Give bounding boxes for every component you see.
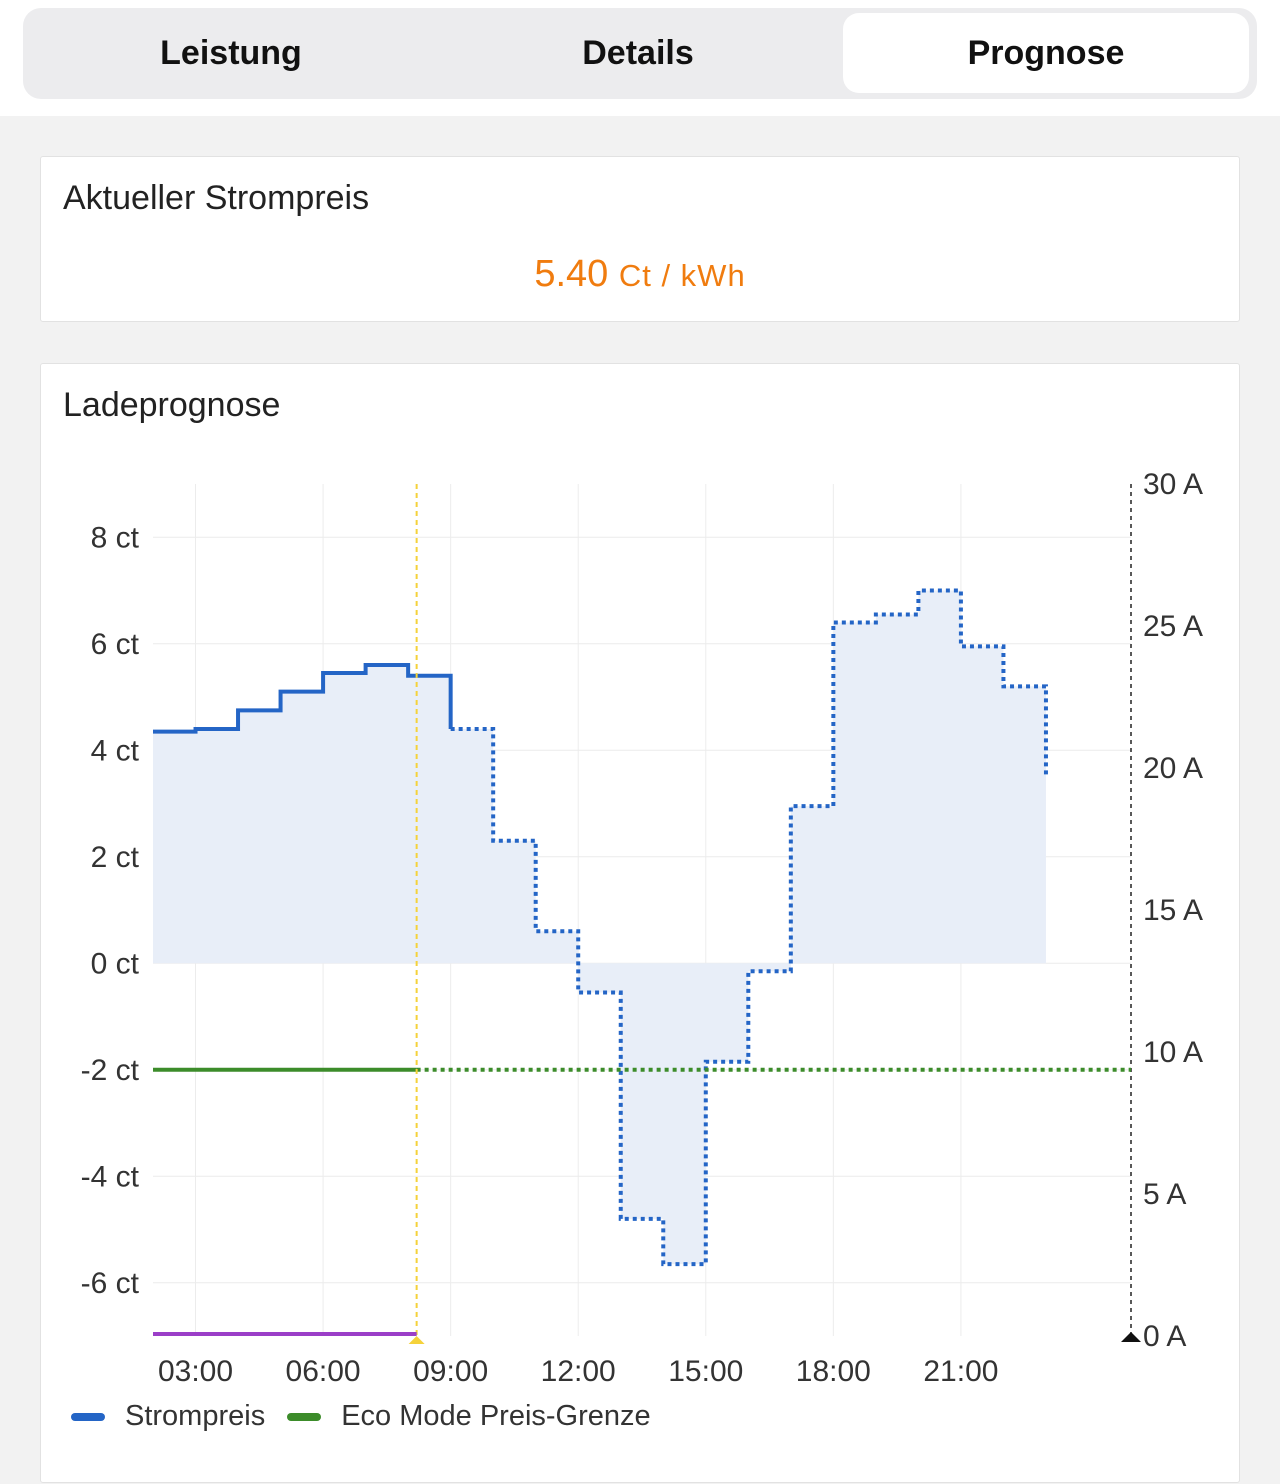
tab-prognose[interactable]: Prognose — [843, 13, 1249, 93]
forecast-chart: 03:00 06:00 09:00 12:00 15:00 18:00 21:00 8 ct 6… — [81, 468, 1203, 1388]
x-tick-label: 21:00 — [923, 1355, 998, 1388]
now-marker-triangle — [408, 1336, 425, 1344]
y-tick-label: -2 ct — [81, 1054, 140, 1087]
legend-label-strompreis: Strompreis — [125, 1400, 266, 1432]
x-tick-label: 18:00 — [796, 1355, 871, 1388]
x-tick-label: 15:00 — [668, 1355, 743, 1388]
y2-tick-label: 10 A — [1143, 1036, 1203, 1069]
legend-item-eco-limit[interactable]: Eco Mode Preis-Grenze — [287, 1400, 651, 1433]
y-tick-label: -4 ct — [81, 1160, 140, 1193]
tab-bar: Leistung Details Prognose — [23, 8, 1257, 99]
legend-label-eco-limit: Eco Mode Preis-Grenze — [341, 1400, 651, 1432]
y-tick-label: 0 ct — [91, 947, 140, 980]
y2-tick-label: 15 A — [1143, 894, 1203, 927]
y-tick-label: 4 ct — [91, 734, 140, 767]
tab-details[interactable]: Details — [582, 33, 694, 72]
current-price-value: 5.40 — [534, 253, 609, 295]
price-area-fill — [153, 590, 1046, 1265]
legend-item-strompreis[interactable]: Strompreis — [71, 1400, 265, 1433]
y-tick-label: 6 ct — [91, 628, 140, 661]
x-tick-label: 03:00 — [158, 1355, 233, 1388]
tab-leistung[interactable]: Leistung — [160, 33, 302, 72]
legend-swatch-eco-limit — [287, 1412, 322, 1421]
x-tick-label: 09:00 — [413, 1355, 488, 1388]
x-tick-label: 06:00 — [286, 1355, 361, 1388]
legend-swatch-strompreis — [71, 1412, 105, 1421]
x-tick-label: 12:00 — [541, 1355, 616, 1388]
y2-tick-label: 30 A — [1143, 468, 1203, 501]
current-price-readout: 5.40 Ct / kWh — [41, 253, 1239, 296]
price-line-solid — [153, 663, 453, 734]
current-price-title: Aktueller Strompreis — [63, 179, 370, 217]
forecast-card: Ladeprognose 03:00 06:00 09:00 12:00 15:00 18… — [40, 363, 1240, 1483]
y2-tick-label: 5 A — [1143, 1178, 1186, 1211]
y-tick-label: 8 ct — [91, 521, 140, 554]
right-axis-marker — [1121, 1332, 1141, 1342]
current-price-card: Aktueller Strompreis 5.40 Ct / kWh — [40, 156, 1240, 322]
forecast-title: Ladeprognose — [63, 386, 281, 424]
y-tick-label: 2 ct — [91, 841, 140, 874]
chart-legend: Strompreis Eco Mode Preis-Grenze — [71, 1400, 673, 1433]
y2-tick-label: 0 A — [1143, 1320, 1186, 1353]
price-line-forecast — [450, 588, 1048, 1267]
y2-tick-label: 25 A — [1143, 610, 1203, 643]
current-price-unit: Ct / kWh — [618, 258, 746, 293]
y-tick-label: -6 ct — [81, 1267, 140, 1300]
y2-tick-label: 20 A — [1143, 752, 1203, 785]
